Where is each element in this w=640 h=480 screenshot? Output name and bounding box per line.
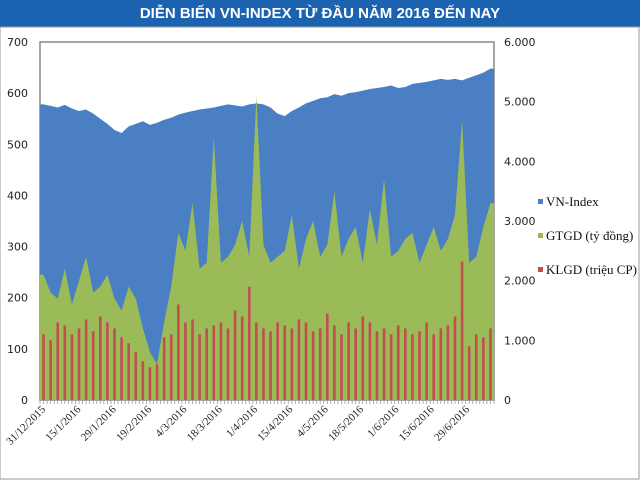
left-y-tick-label: 200 xyxy=(7,292,28,305)
x-tick-label: 29/6/2016 xyxy=(432,403,472,443)
klgd-bar xyxy=(77,328,81,400)
klgd-bar xyxy=(439,328,443,400)
klgd-bar xyxy=(240,316,244,400)
chart-title: DIỄN BIẾN VN-INDEX TỪ ĐẦU NĂM 2016 ĐẾN N… xyxy=(0,0,640,27)
legend-swatch xyxy=(538,267,543,272)
klgd-bar xyxy=(184,322,187,400)
klgd-bar xyxy=(205,328,209,400)
right-y-tick-label: 0 xyxy=(504,394,511,407)
x-tick-label: 15/4/2016 xyxy=(255,403,295,443)
klgd-bar xyxy=(63,325,67,400)
legend-label: VN-Index xyxy=(546,194,599,209)
klgd-bar xyxy=(42,334,45,400)
klgd-bar xyxy=(113,328,116,400)
klgd-bar xyxy=(446,325,450,400)
klgd-bar xyxy=(134,352,138,400)
left-y-tick-label: 500 xyxy=(7,138,28,151)
klgd-bar xyxy=(375,331,379,400)
klgd-bar xyxy=(333,325,336,400)
x-tick-label: 19/2/2016 xyxy=(114,403,154,443)
klgd-bar xyxy=(169,334,173,400)
left-y-tick-label: 600 xyxy=(7,87,28,100)
klgd-bar xyxy=(318,328,322,400)
x-tick-label: 15/6/2016 xyxy=(397,403,437,443)
x-tick-label: 31/12/2015 xyxy=(4,403,48,447)
left-y-tick-label: 100 xyxy=(7,343,28,356)
klgd-bar xyxy=(269,331,272,400)
klgd-bar xyxy=(418,331,421,400)
right-y-tick-label: 6.000 xyxy=(504,36,536,49)
klgd-bar xyxy=(56,322,60,400)
klgd-bar xyxy=(276,322,279,400)
klgd-bar xyxy=(155,364,159,400)
klgd-bar xyxy=(70,334,74,400)
klgd-bar xyxy=(368,322,372,400)
right-y-tick-label: 4.000 xyxy=(504,155,536,168)
klgd-bar xyxy=(212,325,216,400)
klgd-bar xyxy=(177,304,180,400)
right-y-tick-label: 5.000 xyxy=(504,96,536,109)
klgd-bar xyxy=(354,328,357,400)
klgd-bar xyxy=(198,334,201,400)
x-tick-label: 15/1/2016 xyxy=(43,403,83,443)
klgd-bar xyxy=(482,337,485,400)
gtgd-area xyxy=(40,95,494,400)
left-y-tick-label: 400 xyxy=(7,189,28,202)
left-y-tick-label: 300 xyxy=(7,241,28,254)
klgd-bar xyxy=(382,328,386,400)
klgd-bar xyxy=(262,328,265,400)
klgd-bar xyxy=(84,319,88,400)
klgd-bar xyxy=(226,328,230,400)
left-y-tick-label: 700 xyxy=(7,36,28,49)
klgd-bar xyxy=(474,334,478,400)
right-y-tick-label: 3.000 xyxy=(504,215,536,228)
klgd-bar xyxy=(162,337,166,400)
klgd-bar xyxy=(311,331,315,400)
klgd-bar xyxy=(255,322,258,400)
x-tick-label: 18/5/2016 xyxy=(326,403,366,443)
right-y-tick-label: 2.000 xyxy=(504,275,536,288)
klgd-bar xyxy=(283,325,287,400)
klgd-bar xyxy=(361,316,365,400)
klgd-bar xyxy=(297,319,301,400)
legend-label: GTGD (tỷ đồng) xyxy=(546,228,633,243)
klgd-bar xyxy=(425,322,428,400)
klgd-bar xyxy=(432,334,436,400)
klgd-bar xyxy=(467,346,471,400)
klgd-bar xyxy=(404,328,407,400)
klgd-bar xyxy=(290,328,294,400)
klgd-bar xyxy=(91,331,95,400)
right-y-tick-label: 1.000 xyxy=(504,334,536,347)
klgd-bar xyxy=(489,328,492,400)
klgd-bar xyxy=(233,310,237,400)
klgd-bar xyxy=(219,322,223,400)
klgd-bar xyxy=(304,322,308,400)
x-tick-label: 29/1/2016 xyxy=(79,403,119,443)
klgd-bar xyxy=(106,322,109,400)
klgd-bar xyxy=(325,313,329,400)
outer-frame xyxy=(0,26,640,480)
left-y-tick-label: 0 xyxy=(21,394,28,407)
klgd-bar xyxy=(389,334,393,400)
klgd-bar xyxy=(49,340,52,400)
klgd-bar xyxy=(148,367,152,400)
klgd-bar xyxy=(98,316,102,400)
klgd-bar xyxy=(460,261,464,400)
klgd-bar xyxy=(247,286,251,400)
klgd-bar xyxy=(411,334,414,400)
x-tick-label: 18/3/2016 xyxy=(185,403,225,443)
klgd-bar xyxy=(453,316,457,400)
klgd-bar xyxy=(127,343,130,400)
klgd-bar xyxy=(347,322,350,400)
klgd-bar xyxy=(141,361,145,400)
legend-label: KLGD (triệu CP) xyxy=(546,262,637,277)
klgd-bar xyxy=(340,334,343,400)
legend-swatch xyxy=(538,233,543,238)
klgd-bar xyxy=(396,325,400,400)
klgd-bar xyxy=(120,337,123,400)
klgd-bar xyxy=(191,319,194,400)
legend-swatch xyxy=(538,199,543,204)
